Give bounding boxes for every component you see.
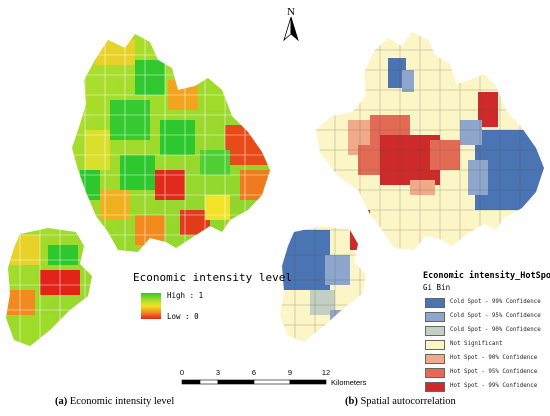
caption-b-letter: (b) xyxy=(345,396,358,407)
legend-b-swatch xyxy=(425,298,445,308)
legend-b-row: Cold Spot - 99% Confidence xyxy=(423,298,550,308)
caption-b-text: Spatial autocorrelation xyxy=(357,396,456,407)
legend-b-row: Not Significant xyxy=(423,340,550,350)
legend-b-label: Cold Spot - 99% Confidence xyxy=(450,299,541,305)
scale-bar-segments xyxy=(181,379,327,385)
map-a-region xyxy=(6,34,270,346)
caption-a-text: Economic intensity level xyxy=(67,396,175,407)
legend-b-label: Hot Spot - 99% Confidence xyxy=(450,383,538,389)
scale-tick-label: 6 xyxy=(252,368,256,377)
legend-b-swatch xyxy=(425,382,445,392)
legend-a-low-label: Low : 0 xyxy=(167,312,199,321)
legend-b-swatch xyxy=(425,354,445,364)
legend-economic-intensity: Economic intensity level High : 1 Low : … xyxy=(133,271,292,321)
legend-b-swatch xyxy=(425,340,445,350)
legend-b-swatch xyxy=(425,326,445,336)
caption-a: (a) Economic intensity level xyxy=(55,396,174,407)
legend-b-label: Not Significant xyxy=(450,341,503,347)
legend-b-row: Hot Spot - 90% Confidence xyxy=(423,354,550,364)
scale-tick-label: 0 xyxy=(180,368,184,377)
legend-b-subtitle: Gi Bin xyxy=(423,283,451,292)
legend-a-title: Economic intensity level xyxy=(133,271,292,284)
legend-b-row: Cold Spot - 90% Confidence xyxy=(423,326,550,336)
scale-tick-label: 9 xyxy=(288,368,292,377)
legend-b-label: Hot Spot - 95% Confidence xyxy=(450,369,538,375)
map-b-region xyxy=(280,32,544,342)
legend-a-color-ramp xyxy=(141,293,161,319)
legend-hotspots: Economic intensity_HotSpots Gi Bin Cold … xyxy=(423,271,550,392)
legend-b-label: Cold Spot - 90% Confidence xyxy=(450,327,541,333)
legend-b-label: Hot Spot - 90% Confidence xyxy=(450,355,538,361)
legend-b-row: Hot Spot - 99% Confidence xyxy=(423,382,550,392)
scale-bar: 0 3 6 9 12 Kilometers xyxy=(178,366,378,394)
legend-b-swatch xyxy=(425,312,445,322)
scale-unit-label: Kilometers xyxy=(331,378,367,387)
north-arrow-right-half xyxy=(290,16,299,42)
caption-a-letter: (a) xyxy=(55,396,68,407)
legend-b-swatch xyxy=(425,368,445,378)
legend-b-row: Hot Spot - 95% Confidence xyxy=(423,368,550,378)
legend-b-title: Economic intensity_HotSpots xyxy=(423,271,550,281)
north-arrow: N xyxy=(281,4,301,44)
caption-b: (b) Spatial autocorrelation xyxy=(345,396,456,407)
hotspot-map xyxy=(270,20,550,360)
legend-a-high-label: High : 1 xyxy=(167,291,204,300)
scale-tick-label: 12 xyxy=(322,368,330,377)
north-label: N xyxy=(287,6,295,18)
scale-tick-label: 3 xyxy=(216,368,220,377)
legend-b-row: Cold Spot - 95% Confidence xyxy=(423,312,550,322)
legend-b-label: Cold Spot - 95% Confidence xyxy=(450,313,541,319)
economic-intensity-map xyxy=(0,20,280,360)
